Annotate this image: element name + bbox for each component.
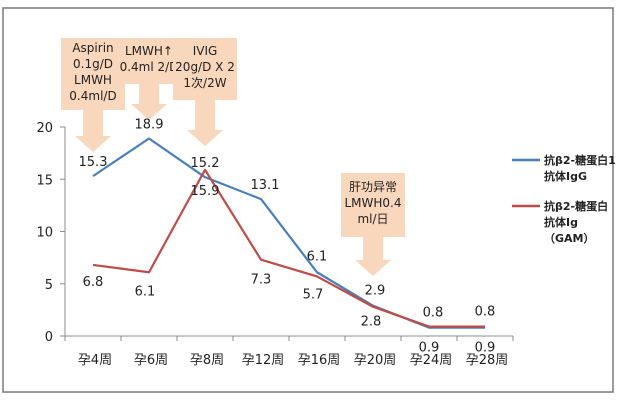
annotation-text: 肝功异常	[349, 180, 397, 194]
data-labels: 15.3 18.9 15.2 13.1 6.1 2.9 0.8 0.8 6.8 6.1 15.9 7.…	[79, 117, 496, 355]
annotation-text: 1次/2W	[183, 76, 226, 90]
y-tick-label: 15	[36, 173, 53, 188]
legend-label: 抗体IgG	[544, 169, 587, 183]
y-tick-label: 20	[36, 121, 53, 136]
data-label: 2.9	[365, 284, 386, 299]
data-label: 6.1	[307, 249, 328, 264]
legend-label: 抗β2-糖蛋白	[544, 199, 608, 213]
series-line-2	[92, 168, 485, 328]
x-tick-label: 孕16周	[298, 353, 341, 368]
y-tick-label: 0	[45, 330, 53, 345]
x-tick-label: 孕28周	[466, 353, 509, 368]
data-label: 2.8	[361, 315, 382, 330]
x-tick-label: 孕20周	[354, 353, 397, 368]
annotation-arrow-box	[61, 38, 125, 152]
annotation-text: IVIG	[193, 44, 218, 58]
y-ticks: 0 5 10 15 20	[36, 121, 65, 345]
y-tick-label: 10	[36, 226, 53, 241]
annotation-text: 20g/D X 2	[175, 60, 235, 74]
annotation-text: LMWH↑	[125, 44, 173, 58]
legend-label: （GAM）	[544, 232, 595, 245]
data-label: 0.8	[475, 305, 496, 320]
x-tick-label: 孕12周	[242, 353, 285, 368]
y-tick-label: 5	[45, 278, 53, 293]
annotation-arrow-box	[117, 38, 181, 120]
data-label: 15.9	[191, 184, 220, 199]
annotation-arrow-box	[173, 38, 237, 146]
data-label: 0.8	[423, 306, 444, 321]
x-ticks: 孕4周 孕6周 孕8周 孕12周 孕16周 孕20周 孕24周 孕28周	[64, 336, 514, 368]
data-label: 0.9	[419, 341, 440, 356]
legend-label: 抗β2-糖蛋白1	[544, 153, 616, 167]
annotation-text: ml/日	[357, 212, 388, 226]
data-label: 7.3	[251, 273, 272, 288]
data-label: 5.7	[303, 287, 324, 302]
data-label: 15.2	[191, 156, 220, 171]
annotation-text: 0.1g/D	[73, 57, 113, 71]
legend-label: 抗体Ig	[544, 215, 578, 229]
x-tick-label: 孕4周	[78, 353, 112, 368]
annotations-layer: Aspirin 0.1g/D LMWH 0.4ml/D LMWH↑ 0.4ml 2/D IV…	[61, 38, 405, 276]
annotation-arrow-box	[341, 173, 405, 276]
data-label: 15.3	[79, 155, 108, 170]
x-tick-label: 孕8周	[190, 353, 224, 368]
x-tick-label: 孕6周	[134, 353, 168, 368]
annotation-text: LMWH0.4	[344, 196, 401, 210]
x-tick-label: 孕24周	[410, 353, 453, 368]
data-label: 18.9	[135, 117, 164, 132]
data-label: 6.8	[83, 275, 104, 290]
data-label: 6.1	[135, 284, 156, 299]
annotation-text: 0.4ml/D	[69, 89, 116, 103]
series-layer	[92, 137, 485, 329]
annotation-text: LMWH	[74, 73, 112, 87]
annotation-text: Aspirin	[72, 41, 113, 55]
annotation-text: 0.4ml 2/D	[120, 60, 179, 74]
data-label: 0.9	[475, 341, 496, 356]
data-label: 13.1	[251, 178, 280, 193]
